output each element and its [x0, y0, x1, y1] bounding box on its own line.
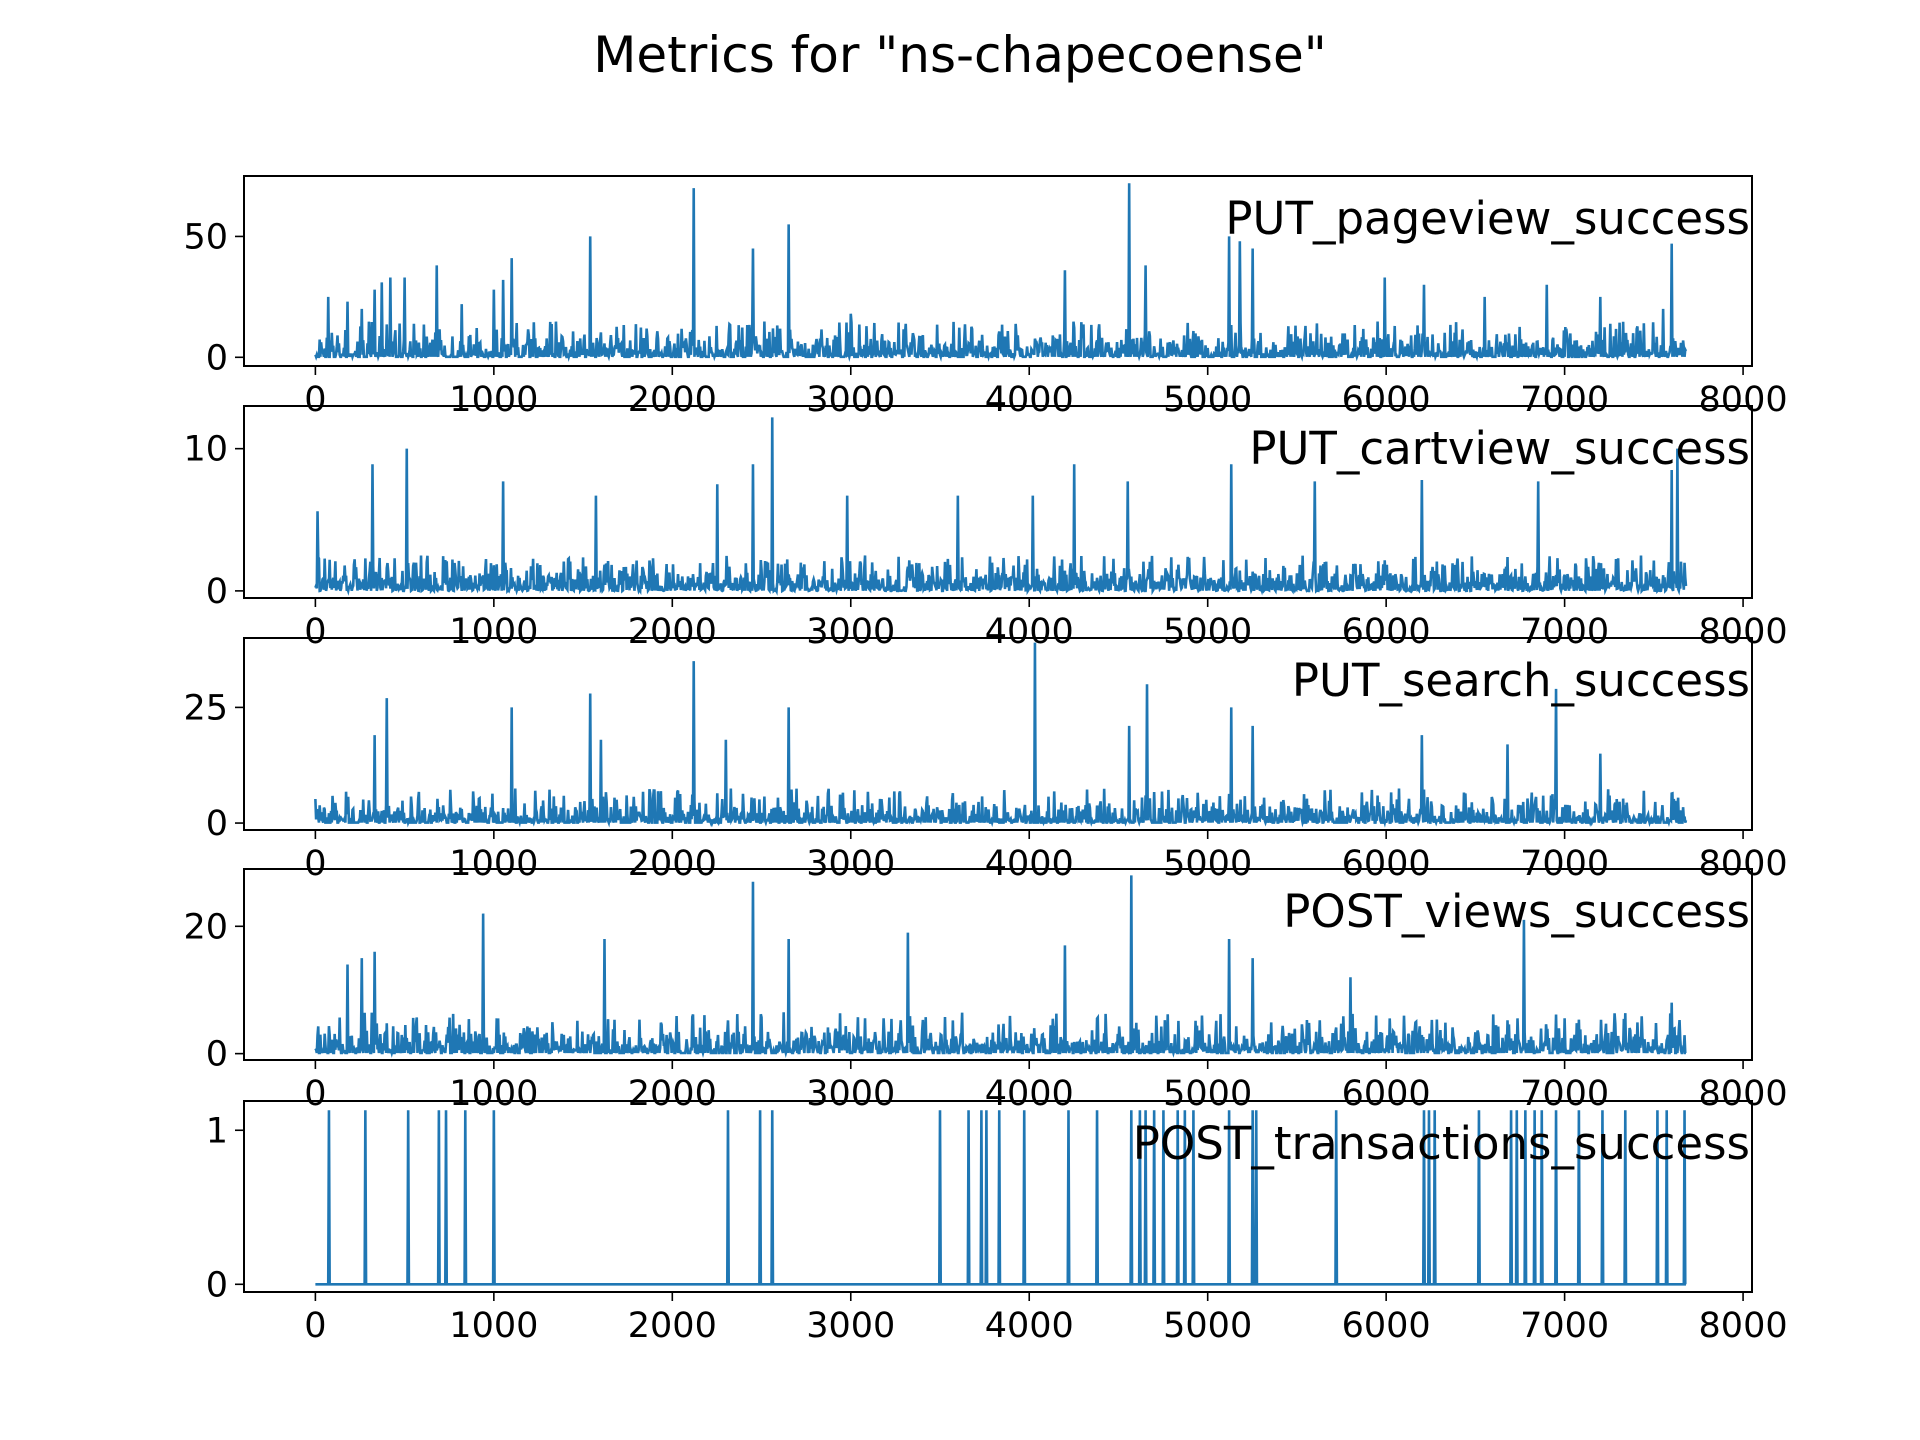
x-tick-label: 2000 — [628, 1074, 717, 1114]
y-tick-label: 1 — [206, 1111, 228, 1151]
x-tick-label: 4000 — [985, 380, 1074, 420]
x-tick-label: 8000 — [1699, 1306, 1788, 1346]
y-tick-label: 10 — [183, 430, 228, 470]
x-tick-label: 4000 — [985, 844, 1074, 884]
x-tick-label: 3000 — [806, 844, 895, 884]
x-tick-label: 5000 — [1163, 844, 1252, 884]
subplot-4: 0 1000 2000 3000 4000 5000 6000 7000 8000 0 20 POST… — [183, 868, 1788, 1114]
x-tick-label: 8000 — [1699, 1074, 1788, 1114]
x-tick-label: 3000 — [806, 1074, 895, 1114]
x-tick-label: 8000 — [1699, 844, 1788, 884]
y-tick-label: 25 — [183, 688, 228, 728]
x-tick-label: 2000 — [628, 844, 717, 884]
axes-frame — [243, 405, 1753, 599]
subplot-5: 0 1000 2000 3000 4000 5000 6000 7000 8000 0 1 POST_… — [206, 1100, 1788, 1346]
axes-frame — [243, 175, 1753, 367]
series-line-PUT_pageview_success — [314, 183, 1688, 362]
chart-title: Metrics for "ns-chapecoense" — [593, 26, 1326, 84]
x-tick-label: 1000 — [449, 844, 538, 884]
y-tick-label: 20 — [183, 907, 228, 947]
axes-frame — [243, 637, 1753, 831]
subplot-3: 0 1000 2000 3000 4000 5000 6000 7000 8000 0 25 PUT_… — [183, 637, 1788, 884]
x-tick-label: 6000 — [1342, 1074, 1431, 1114]
y-tick-label: 0 — [206, 338, 228, 378]
series-line-POST_views_success — [314, 875, 1687, 1059]
x-tick-label: 6000 — [1342, 612, 1431, 652]
y-tick-label: 0 — [206, 1035, 228, 1075]
x-tick-label: 0 — [304, 380, 326, 420]
x-tick-label: 0 — [304, 1306, 326, 1346]
x-tick-label: 2000 — [628, 380, 717, 420]
x-tick-label: 7000 — [1520, 1074, 1609, 1114]
x-tick-label: 7000 — [1520, 380, 1609, 420]
x-tick-label: 6000 — [1342, 1306, 1431, 1346]
x-tick-label: 4000 — [985, 612, 1074, 652]
axes-frame — [243, 1100, 1753, 1293]
x-tick-label: 1000 — [449, 1306, 538, 1346]
subplot-1: 0 1000 2000 3000 4000 5000 6000 7000 8000 0 50 PUT_… — [183, 175, 1788, 420]
x-tick-label: 4000 — [985, 1074, 1074, 1114]
x-tick-label: 1000 — [449, 380, 538, 420]
y-tick-label: 0 — [206, 1265, 228, 1305]
x-tick-label: 8000 — [1699, 612, 1788, 652]
x-tick-label: 7000 — [1520, 612, 1609, 652]
x-tick-label: 5000 — [1163, 1074, 1252, 1114]
x-tick-label: 5000 — [1163, 380, 1252, 420]
x-tick-label: 0 — [304, 844, 326, 884]
series-label: PUT_cartview_success — [1249, 422, 1750, 475]
x-tick-label: 7000 — [1520, 1306, 1609, 1346]
y-tick-label: 0 — [206, 572, 228, 612]
series-label: POST_views_success — [1283, 885, 1750, 938]
x-tick-label: 3000 — [806, 1306, 895, 1346]
y-tick-label: 50 — [183, 217, 228, 257]
x-tick-label: 6000 — [1342, 844, 1431, 884]
subplot-2: 0 1000 2000 3000 4000 5000 6000 7000 8000 0 10 PUT_… — [183, 405, 1788, 652]
x-tick-label: 4000 — [985, 1306, 1074, 1346]
x-tick-label: 0 — [304, 1074, 326, 1114]
y-tick-label: 0 — [206, 804, 228, 844]
series-line-PUT_search_success — [314, 642, 1688, 828]
x-tick-label: 3000 — [806, 380, 895, 420]
x-tick-label: 2000 — [628, 612, 717, 652]
x-tick-label: 8000 — [1699, 380, 1788, 420]
x-tick-label: 6000 — [1342, 380, 1431, 420]
x-tick-label: 3000 — [806, 612, 895, 652]
x-tick-label: 7000 — [1520, 844, 1609, 884]
x-tick-label: 2000 — [628, 1306, 717, 1346]
series-line-POST_transactions_success — [315, 1110, 1687, 1286]
series-label: PUT_search_success — [1292, 654, 1750, 707]
x-tick-label: 5000 — [1163, 1306, 1252, 1346]
axes-frame — [243, 868, 1753, 1061]
x-tick-label: 5000 — [1163, 612, 1252, 652]
x-tick-label: 1000 — [449, 1074, 538, 1114]
x-tick-label: 1000 — [449, 612, 538, 652]
series-label: PUT_pageview_success — [1225, 192, 1750, 245]
series-label: POST_transactions_success — [1133, 1117, 1750, 1170]
x-tick-label: 0 — [304, 612, 326, 652]
series-line-PUT_cartview_success — [314, 417, 1688, 596]
